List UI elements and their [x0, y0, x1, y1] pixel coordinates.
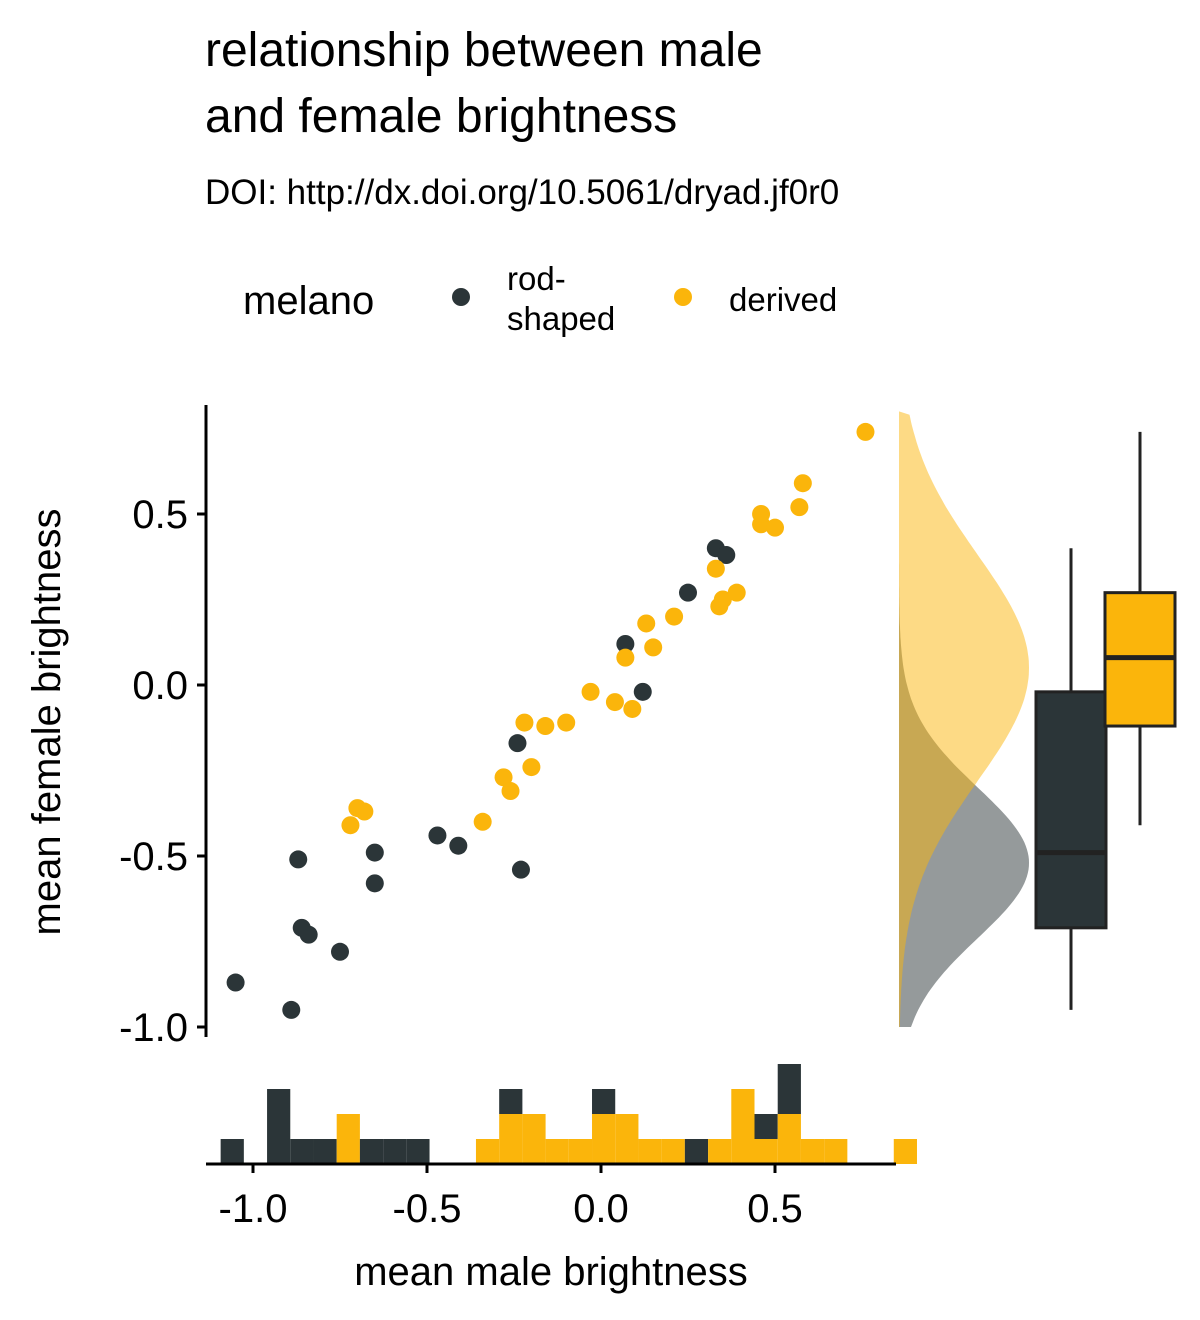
- point-derived: [341, 816, 360, 835]
- point-derived: [605, 693, 624, 712]
- point-rod-shaped: [679, 583, 697, 602]
- point-derived: [557, 713, 576, 732]
- hist-bar-rod-shaped: [267, 1089, 291, 1164]
- hist-bar-rod-shaped: [406, 1139, 430, 1164]
- density-rod-shaped: [899, 411, 1029, 1027]
- hist-bar-rod-shaped: [592, 1089, 616, 1114]
- axes: -1.0 -0.5 0.0 0.5 -1.0 -0.5 0.0 0.5: [119, 405, 896, 1231]
- point-rod-shaped: [289, 850, 308, 869]
- density-derived: [899, 411, 1029, 1027]
- hist-bar-derived: [522, 1114, 546, 1164]
- hist-bar-rod-shaped: [383, 1139, 407, 1164]
- hist-bar-rod-shaped: [754, 1114, 778, 1139]
- point-derived: [727, 583, 746, 602]
- point-derived: [790, 498, 809, 517]
- hist-bar-derived: [731, 1089, 755, 1164]
- point-derived: [793, 474, 812, 493]
- legend-label-0-0: rod-: [507, 260, 566, 297]
- hist-bar-derived: [615, 1114, 639, 1164]
- titles: relationship between male and female bri…: [205, 24, 839, 212]
- legend-key-1: [674, 288, 692, 306]
- hist-bar-derived: [824, 1139, 848, 1164]
- point-derived: [581, 682, 600, 701]
- point-derived: [713, 590, 732, 609]
- hist-bar-derived: [638, 1139, 662, 1164]
- hist-bar-derived: [893, 1139, 917, 1164]
- chart-subtitle: DOI: http://dx.doi.org/10.5061/dryad.jf0…: [205, 173, 839, 212]
- x-axis-label: mean male brightness: [354, 1250, 748, 1294]
- scatter-points: [226, 422, 875, 1019]
- point-rod-shaped: [365, 843, 384, 862]
- legend: melano rod-shaped derived: [243, 260, 837, 337]
- point-derived: [637, 614, 656, 633]
- point-rod-shaped: [226, 973, 245, 992]
- point-derived: [473, 812, 492, 831]
- x-tick-label: -0.5: [393, 1187, 462, 1231]
- hist-bar-rod-shaped: [684, 1139, 709, 1164]
- hist-bar-derived: [592, 1114, 616, 1164]
- point-rod-shaped: [616, 634, 635, 653]
- point-rod-shaped: [633, 682, 652, 701]
- hist-bar-derived: [499, 1114, 523, 1164]
- hist-bar-derived: [475, 1139, 500, 1164]
- box-body-rod-shaped: [1034, 690, 1108, 930]
- point-derived: [616, 648, 635, 667]
- legend-label-0-1: shaped: [507, 300, 615, 337]
- point-rod-shaped: [449, 836, 468, 855]
- point-derived: [494, 768, 513, 787]
- point-derived: [706, 559, 725, 578]
- point-derived: [522, 758, 541, 777]
- marginal-boxplots: [1034, 431, 1177, 1010]
- hist-bar-rod-shaped: [220, 1139, 244, 1164]
- hist-bar-derived: [545, 1139, 569, 1164]
- point-derived: [766, 518, 784, 537]
- point-rod-shaped: [299, 925, 318, 944]
- x-tick-label: 0.0: [573, 1187, 629, 1231]
- hist-bar-derived: [800, 1139, 825, 1164]
- y-tick-label: -0.5: [119, 835, 188, 879]
- hist-bar-rod-shaped: [313, 1139, 337, 1164]
- point-rod-shaped: [428, 826, 447, 845]
- y-tick-label: -1.0: [119, 1006, 188, 1050]
- hist-bar-derived: [708, 1139, 732, 1164]
- point-derived: [355, 802, 374, 821]
- hist-bar-derived: [568, 1139, 593, 1164]
- hist-bar-derived: [336, 1114, 360, 1164]
- hist-bar-rod-shaped: [359, 1139, 384, 1164]
- chart-title-line-1: relationship between male: [205, 24, 763, 77]
- chart-title-line-2: and female brightness: [205, 90, 677, 143]
- marginal-density: [899, 411, 1029, 1027]
- marginal-histogram: [220, 1064, 917, 1164]
- point-rod-shaped: [511, 860, 530, 879]
- point-rod-shaped: [282, 1000, 301, 1019]
- point-derived: [644, 638, 663, 657]
- hist-bar-derived: [661, 1139, 685, 1164]
- x-tick-label: 0.5: [747, 1187, 803, 1231]
- hist-bar-derived: [777, 1114, 801, 1164]
- legend-key-0: [452, 288, 470, 306]
- legend-title: melano: [243, 279, 374, 323]
- hist-bar-derived: [754, 1139, 778, 1164]
- point-derived: [536, 717, 555, 736]
- point-rod-shaped: [717, 546, 736, 565]
- point-derived: [752, 505, 771, 523]
- point-derived: [515, 713, 534, 732]
- hist-bar-rod-shaped: [499, 1089, 523, 1114]
- point-derived: [665, 607, 684, 626]
- y-tick-label: 0.0: [132, 664, 188, 708]
- hist-bar-rod-shaped: [777, 1064, 801, 1114]
- point-rod-shaped: [331, 942, 349, 961]
- x-tick-label: -1.0: [219, 1187, 288, 1231]
- point-rod-shaped: [508, 734, 527, 753]
- legend-label-1-0: derived: [729, 281, 837, 318]
- point-derived: [501, 782, 520, 801]
- y-tick-label: 0.5: [132, 493, 188, 537]
- point-derived: [623, 699, 642, 718]
- point-derived: [856, 422, 875, 441]
- hist-bar-rod-shaped: [290, 1139, 314, 1164]
- point-rod-shaped: [365, 874, 384, 893]
- y-axis-label: mean female brightness: [25, 509, 69, 936]
